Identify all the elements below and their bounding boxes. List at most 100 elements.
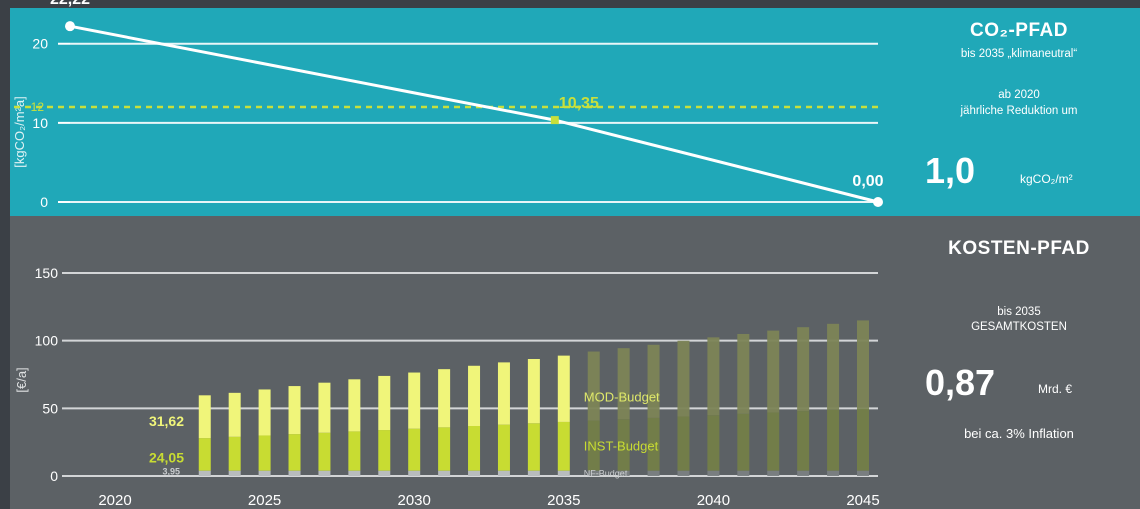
cost-bar-inst bbox=[348, 431, 361, 471]
cost-bar-nf bbox=[198, 470, 211, 476]
cost-bar-inst bbox=[318, 432, 331, 471]
cost-bar-nf bbox=[707, 470, 720, 476]
cost-bar-mod bbox=[318, 382, 331, 433]
cost-bar-inst bbox=[408, 428, 421, 471]
cost-bar-mod bbox=[497, 362, 510, 425]
cost-bar-inst bbox=[707, 415, 720, 471]
cost-bar-mod bbox=[557, 355, 570, 422]
cost-bar-nf bbox=[737, 470, 750, 476]
cost-bar-mod bbox=[707, 337, 720, 416]
co2-reduction-value: 1,0 bbox=[925, 150, 976, 191]
co2-line-chart: 0 10 20 [kgCO₂/m²a] 12 22,22 10,35 0,00 bbox=[12, 0, 884, 210]
co2-reduction-unit: kgCO₂/m² bbox=[1020, 172, 1073, 186]
cost-bar-mod bbox=[468, 365, 481, 426]
cost-x-tick-label: 2045 bbox=[846, 492, 879, 509]
cost-bar-nf bbox=[647, 470, 660, 476]
cost-value-label-nf: 3,95 bbox=[162, 467, 180, 477]
cost-title: KOSTEN-PFAD bbox=[948, 238, 1090, 259]
co2-point-label: 10,35 bbox=[559, 95, 599, 112]
co2-tick-label: 0 bbox=[40, 194, 48, 210]
cost-total-value: 0,87 bbox=[925, 362, 996, 403]
cost-bar-nf bbox=[587, 470, 600, 476]
cost-bar-nf bbox=[797, 470, 810, 476]
cost-bar-inst bbox=[797, 411, 810, 471]
cost-line1: bis 2035 bbox=[997, 306, 1041, 318]
cost-inflation-note: bei ca. 3% Inflation bbox=[964, 426, 1074, 441]
cost-bar-inst bbox=[527, 423, 540, 471]
cost-bar-nf bbox=[617, 470, 630, 476]
co2-panel-background bbox=[10, 8, 1140, 216]
cost-bar-inst bbox=[228, 436, 241, 471]
cost-x-tick-label: 2030 bbox=[398, 492, 431, 509]
cost-bar-nf bbox=[767, 470, 780, 476]
cost-tick-label: 50 bbox=[42, 400, 58, 416]
cost-bar-nf bbox=[318, 470, 331, 476]
cost-value-label-mod: 31,62 bbox=[149, 413, 184, 429]
cost-x-tick-label: 2040 bbox=[697, 492, 730, 509]
cost-x-tick-label: 2025 bbox=[248, 492, 281, 509]
cost-bar-inst bbox=[497, 424, 510, 471]
cost-bar-inst bbox=[468, 425, 481, 471]
cost-bar-mod bbox=[767, 330, 780, 413]
cost-line2: GESAMTKOSTEN bbox=[971, 321, 1067, 333]
cost-bar-mod bbox=[587, 351, 600, 421]
cost-tick-label: 150 bbox=[35, 265, 59, 281]
co2-point-label: 22,22 bbox=[50, 0, 90, 8]
cost-bar-chart: 0 50 100 150 [€/a] 2020 2025 2030 2035 2040 2045 MO… bbox=[14, 265, 880, 509]
co2-title: CO₂-PFAD bbox=[970, 20, 1068, 41]
cost-bar-nf bbox=[527, 470, 540, 476]
cost-bar-mod bbox=[737, 333, 750, 414]
cost-bar-nf bbox=[677, 470, 690, 476]
co2-point-label: 0,00 bbox=[852, 173, 883, 190]
cost-bar-mod bbox=[288, 386, 301, 435]
cost-bar-inst bbox=[258, 435, 271, 471]
cost-bar-inst bbox=[617, 419, 630, 471]
cost-bar-mod bbox=[408, 372, 421, 429]
cost-bar-nf bbox=[557, 470, 570, 476]
co2-tick-label: 10 bbox=[32, 115, 48, 131]
cost-bar-inst bbox=[438, 427, 451, 471]
cost-bar-nf bbox=[288, 470, 301, 476]
co2-axis-label: [kgCO₂/m²a] bbox=[12, 96, 27, 168]
cost-tick-label: 0 bbox=[50, 468, 58, 484]
co2-reduction-line1: ab 2020 bbox=[998, 89, 1040, 101]
cost-bar-mod bbox=[617, 348, 630, 420]
cost-bar-nf bbox=[228, 470, 241, 476]
cost-value-label-inst: 24,05 bbox=[149, 449, 184, 465]
co2-reduction-line2: jährliche Reduktion um bbox=[960, 105, 1078, 117]
cost-bar-mod bbox=[228, 392, 241, 437]
cost-bar-mod bbox=[857, 320, 869, 409]
cost-bar-inst bbox=[677, 416, 690, 471]
cost-bar-nf bbox=[348, 470, 361, 476]
cost-bar-mod bbox=[827, 323, 840, 410]
cost-bar-mod bbox=[198, 395, 211, 439]
co2-point bbox=[65, 21, 75, 32]
cost-bar-nf bbox=[827, 470, 840, 476]
cost-bar-inst bbox=[557, 421, 570, 471]
cost-bar-inst bbox=[827, 409, 840, 471]
cost-bar-mod bbox=[797, 327, 810, 412]
cost-x-tick-label: 2035 bbox=[547, 492, 580, 509]
cost-bar-nf bbox=[497, 470, 510, 476]
cost-bar-mod bbox=[677, 340, 690, 417]
cost-panel-background bbox=[10, 216, 1140, 509]
cost-axis-label: [€/a] bbox=[14, 367, 29, 392]
co2-point bbox=[873, 197, 883, 207]
cost-bar-nf bbox=[408, 470, 421, 476]
cost-tick-label: 100 bbox=[35, 333, 59, 349]
cost-bar-mod bbox=[378, 375, 391, 431]
cost-legend-nf: NF-Budget bbox=[584, 469, 628, 479]
cost-bar-nf bbox=[258, 470, 271, 476]
cost-bar-inst bbox=[587, 420, 600, 471]
cost-bar-nf bbox=[857, 470, 869, 476]
cost-bar-nf bbox=[468, 470, 481, 476]
cost-bar-mod bbox=[258, 389, 271, 436]
cost-legend-inst: INST-Budget bbox=[584, 438, 659, 453]
cost-legend-mod: MOD-Budget bbox=[584, 390, 660, 405]
cost-bar-inst bbox=[198, 438, 211, 471]
cost-bar-inst bbox=[288, 434, 301, 471]
cost-bar-inst bbox=[767, 412, 780, 471]
cost-bar-inst bbox=[647, 417, 660, 471]
